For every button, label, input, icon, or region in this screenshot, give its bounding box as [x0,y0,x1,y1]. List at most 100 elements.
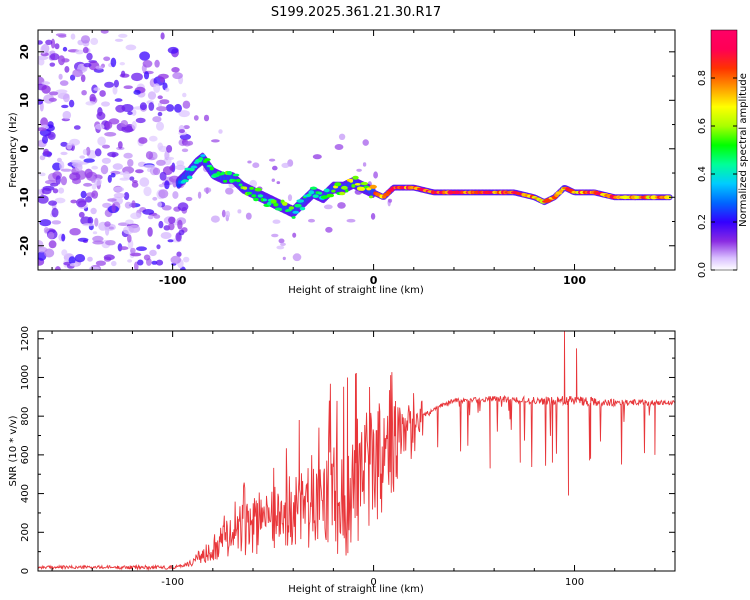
noise-blob [334,144,344,150]
noise-blob [165,104,175,112]
noise-blob [370,213,376,220]
track-core [331,189,336,193]
noise-blob [145,151,154,160]
track-core [369,195,373,199]
noise-blob [127,159,134,167]
noise-blob [160,232,172,239]
noise-blob [323,204,333,210]
noise-blob [210,215,220,223]
noise-blob [104,81,115,88]
noise-blob [69,262,79,267]
noise-blob [105,226,110,236]
noise-blob [203,187,212,193]
noise-blob [91,183,97,190]
x-tick-label: 0 [370,577,376,588]
noise-blob [38,98,44,105]
track-core [312,194,319,198]
noise-blob [143,71,150,80]
noise-blob [182,100,191,109]
noise-blob [203,114,210,122]
noise-blob [276,181,281,185]
track-core [270,199,277,204]
noise-blob [82,46,89,54]
noise-blob [152,196,158,201]
noise-blob [112,163,123,170]
noise-blob [69,228,81,236]
noise-blob [85,196,93,203]
track-core [318,191,323,195]
noise-blob [142,209,155,215]
track-core [238,183,243,187]
noise-blob [94,178,102,186]
noise-blob [158,220,164,229]
colorbar-tick-label: 0.0 [697,262,708,278]
noise-blob [54,197,66,204]
noise-blob [127,234,132,243]
track-core [341,185,348,190]
noise-blob [225,210,231,218]
track-core [369,184,377,189]
noise-blob [63,93,70,103]
track-core [198,157,204,161]
noise-blob [237,209,242,214]
noise-blob [101,157,111,164]
track-core [186,175,193,180]
noise-blob [221,209,226,218]
noise-blob [271,178,275,182]
y-tick-label: 800 [20,407,31,426]
noise-blob [131,200,136,209]
noise-blob [287,194,293,202]
noise-blob [131,72,143,82]
noise-blob [61,233,66,242]
noise-blob [110,57,117,68]
noise-blob [149,249,157,257]
noise-blob [47,231,55,240]
track-core [360,181,368,186]
noise-blob [55,89,68,94]
track-core [334,182,342,187]
track-core [242,186,248,190]
track-core [267,201,272,206]
noise-blob [101,101,110,107]
track-core [291,216,296,219]
noise-blob [61,249,68,256]
noise-blob [170,255,182,264]
noise-blob [337,202,346,209]
noise-blob [175,164,186,171]
noise-blob [45,39,53,45]
noise-blob [157,73,169,79]
noise-blob [128,224,141,233]
noise-blob [142,60,153,68]
noise-blob [269,158,276,162]
noise-blob [197,191,202,199]
track-core [209,166,214,171]
noise-blob [69,172,81,181]
noise-blob [174,103,182,113]
track-core [232,173,240,177]
noise-blob [247,160,252,164]
spectrogram-frame [37,29,676,271]
noise-blob [64,66,70,73]
noise-blob [38,195,49,204]
track-core [351,184,356,188]
noise-blob [119,62,126,66]
noise-blob [48,97,57,102]
noise-blob [91,165,99,170]
noise-blob [176,251,182,257]
noise-blob [99,90,106,97]
noise-blob [85,146,91,156]
noise-blob [152,116,162,123]
noise-blob [47,131,56,140]
noise-blob [152,167,161,176]
noise-blob [40,45,47,55]
colorbar-tick-label: 0.4 [697,166,708,182]
noise-blob [49,62,56,67]
noise-blob [38,240,44,249]
y-tick-label: 1200 [20,326,31,351]
noise-blob [272,165,278,171]
noise-blob [115,104,126,113]
noise-blob [69,138,80,146]
track-core [366,187,372,191]
noise-blob [280,242,286,246]
noise-blob [183,141,191,147]
